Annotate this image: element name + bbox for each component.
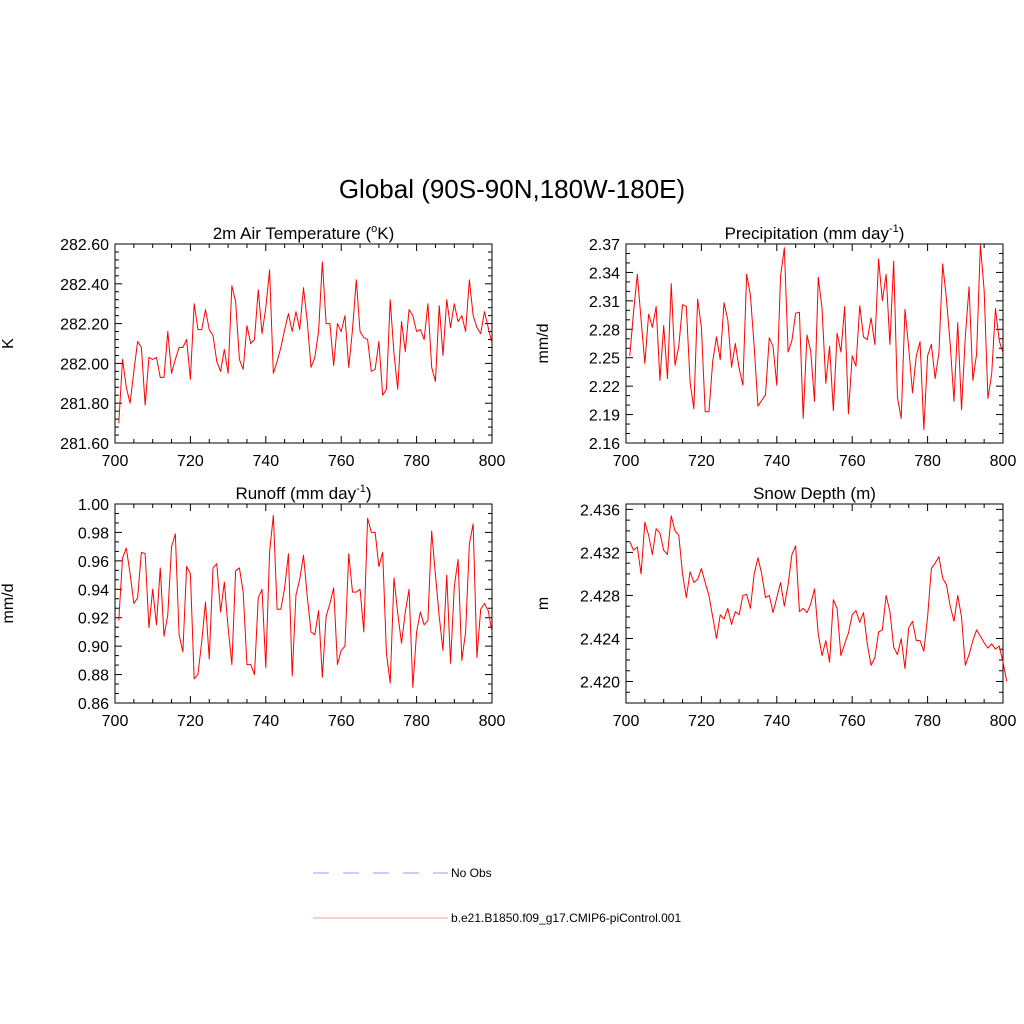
series-line — [629, 515, 1008, 682]
x-tick-label: 800 — [479, 713, 506, 730]
y-tick-label: 2.420 — [580, 674, 620, 691]
y-tick-label: 2.37 — [589, 237, 620, 254]
panel-title: Runoff (mm day-1) — [235, 483, 371, 503]
series-line — [629, 244, 1004, 431]
y-tick-label: 2.34 — [589, 265, 620, 282]
x-tick-label: 800 — [479, 453, 506, 470]
y-tick-label: 0.86 — [78, 696, 109, 713]
y-tick-label: 2.19 — [589, 408, 620, 425]
plot-frame — [114, 243, 493, 444]
series-line — [118, 514, 493, 688]
legend: No Obs b.e21.B1850.f09_g17.CMIP6-piContr… — [313, 866, 681, 925]
y-axis-label: K — [0, 338, 17, 349]
legend-no-obs-label: No Obs — [451, 866, 492, 880]
plot-frame — [114, 503, 493, 704]
x-tick-label: 700 — [613, 453, 640, 470]
y-axis-label: mm/d — [535, 324, 552, 364]
x-tick-label: 780 — [403, 713, 430, 730]
x-tick-label: 780 — [403, 453, 430, 470]
panel-title: Precipitation (mm day-1) — [725, 223, 905, 243]
y-tick-label: 0.88 — [78, 668, 109, 685]
figure-title: Global (90S-90N,180W-180E) — [339, 174, 685, 204]
plot-frame — [625, 503, 1004, 704]
x-tick-label: 740 — [763, 713, 790, 730]
y-tick-label: 0.90 — [78, 639, 109, 656]
y-tick-label: 282.00 — [60, 356, 109, 373]
x-tick-label: 780 — [914, 453, 941, 470]
panel-title: Snow Depth (m) — [753, 484, 876, 503]
x-tick-label: 700 — [613, 713, 640, 730]
x-tick-label: 760 — [328, 453, 355, 470]
y-tick-label: 2.25 — [589, 351, 620, 368]
panel-runoff: 700 720 740 760 780 800 0.86 0.88 0.90 0.92 0.94 0.… — [0, 483, 505, 730]
x-tick-label: 700 — [102, 453, 129, 470]
y-tick-label: 2.28 — [589, 322, 620, 339]
x-tick-label: 740 — [252, 713, 279, 730]
y-tick-label: 0.96 — [78, 554, 109, 571]
y-tick-label: 2.424 — [580, 631, 620, 648]
y-tick-label: 0.94 — [78, 582, 109, 599]
x-tick-label: 760 — [839, 713, 866, 730]
y-tick-label: 281.60 — [60, 436, 109, 453]
panels: 700 720 740 760 780 800 281.60 281.80 282.00 282.… — [0, 223, 1016, 730]
y-tick-label: 282.40 — [60, 277, 109, 294]
legend-model-label: b.e21.B1850.f09_g17.CMIP6-piControl.001 — [451, 911, 681, 925]
y-tick-label: 282.20 — [60, 317, 109, 334]
x-tick-label: 800 — [990, 453, 1017, 470]
x-tick-label: 800 — [990, 713, 1017, 730]
y-tick-label: 2.432 — [580, 545, 620, 562]
x-tick-label: 720 — [177, 713, 204, 730]
panel-temperature: 700 720 740 760 780 800 281.60 281.80 282.00 282.… — [0, 223, 505, 470]
x-tick-label: 780 — [914, 713, 941, 730]
y-tick-label: 1.00 — [78, 497, 109, 514]
plot-frame — [625, 243, 1004, 444]
y-tick-label: 282.60 — [60, 237, 109, 254]
y-tick-label: 2.22 — [589, 379, 620, 396]
x-tick-label: 760 — [839, 453, 866, 470]
y-tick-label: 2.31 — [589, 294, 620, 311]
x-tick-label: 760 — [328, 713, 355, 730]
x-tick-label: 740 — [252, 453, 279, 470]
y-tick-label: 2.436 — [580, 502, 620, 519]
panel-snow-depth: 700 720 740 760 780 800 2.420 2.424 2.428 2.432 2.… — [535, 484, 1016, 730]
series-line — [118, 261, 493, 424]
x-tick-label: 720 — [688, 713, 715, 730]
panel-title: 2m Air Temperature (oK) — [213, 223, 395, 243]
x-tick-label: 720 — [688, 453, 715, 470]
y-tick-label: 2.428 — [580, 588, 620, 605]
y-axis-label: mm/d — [0, 584, 17, 624]
y-tick-label: 281.80 — [60, 396, 109, 413]
y-tick-label: 0.92 — [78, 611, 109, 628]
x-tick-label: 720 — [177, 453, 204, 470]
x-tick-label: 740 — [763, 453, 790, 470]
y-axis-label: m — [535, 597, 552, 610]
y-tick-label: 2.16 — [589, 436, 620, 453]
x-tick-label: 700 — [102, 713, 129, 730]
y-tick-label: 0.98 — [78, 525, 109, 542]
panel-precipitation: 700 720 740 760 780 800 2.16 2.19 2.22 2.25 2.28 2.… — [535, 223, 1016, 470]
